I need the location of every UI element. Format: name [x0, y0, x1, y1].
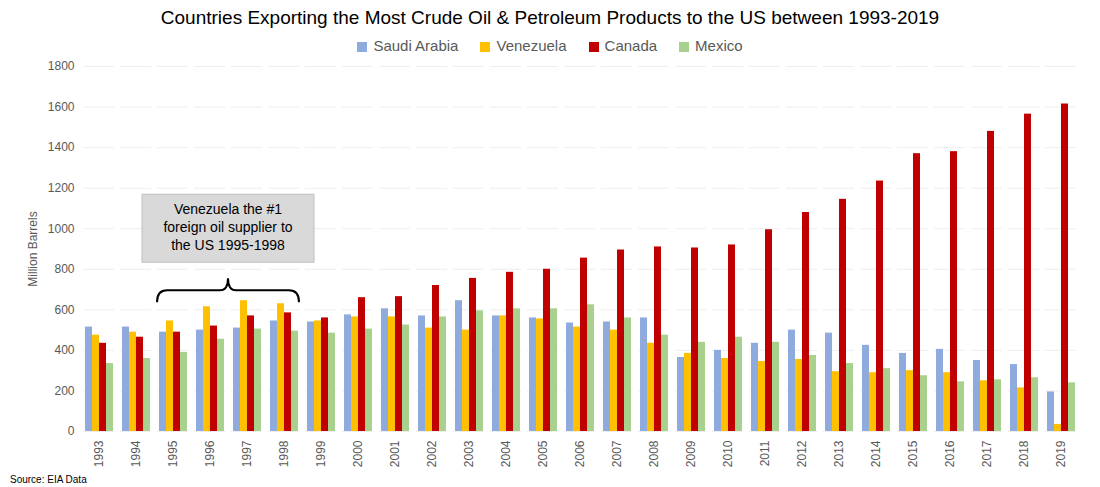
svg-text:2004: 2004 — [499, 440, 513, 467]
svg-text:1600: 1600 — [48, 100, 75, 114]
html-text:Canada: Canada — [604, 36, 658, 54]
svg-text:1400: 1400 — [48, 140, 75, 154]
svg-text:1996: 1996 — [203, 440, 217, 467]
html-text:Venezuela: Venezuela — [496, 36, 567, 54]
svg-text:200: 200 — [54, 384, 74, 398]
svg-text:2009: 2009 — [684, 440, 698, 467]
html-text:Mexico: Mexico — [695, 36, 743, 54]
svg-text:2015: 2015 — [906, 440, 920, 467]
svg-text:400: 400 — [54, 343, 74, 357]
svg-text:2014: 2014 — [869, 440, 883, 467]
svg-text:2010: 2010 — [721, 440, 735, 467]
svg-text:800: 800 — [54, 262, 74, 276]
html-text:Source: EIA Data: Source: EIA Data — [10, 474, 87, 485]
svg-text:2016: 2016 — [943, 440, 957, 467]
svg-text:600: 600 — [54, 303, 74, 317]
svg-text:2018: 2018 — [1017, 440, 1031, 467]
svg-text:2002: 2002 — [425, 440, 439, 467]
svg-text:2003: 2003 — [462, 440, 476, 467]
svg-text:2019: 2019 — [1054, 440, 1068, 467]
svg-text:1993: 1993 — [92, 440, 106, 467]
svg-text:2007: 2007 — [610, 440, 624, 467]
svg-text:2005: 2005 — [536, 440, 550, 467]
html-text:Countries Exporting the Most C: Countries Exporting the Most Crude Oil &… — [160, 7, 940, 28]
svg-text:2017: 2017 — [980, 440, 994, 467]
svg-text:1995: 1995 — [166, 440, 180, 467]
svg-text:1200: 1200 — [48, 181, 75, 195]
svg-text:1994: 1994 — [129, 440, 143, 467]
svg-text:1999: 1999 — [314, 440, 328, 467]
svg-text:2006: 2006 — [573, 440, 587, 467]
svg-text:2012: 2012 — [795, 440, 809, 467]
html-text:Saudi Arabia: Saudi Arabia — [373, 36, 459, 54]
svg-text:1998: 1998 — [277, 440, 291, 467]
svg-text:2008: 2008 — [647, 440, 661, 467]
svg-text:1800: 1800 — [48, 59, 75, 73]
svg-text:1997: 1997 — [240, 440, 254, 467]
svg-text:2011: 2011 — [758, 440, 772, 466]
svg-text:2001: 2001 — [388, 440, 402, 467]
svg-text:Venezuela the #1foreign oil su: Venezuela the #1foreign oil supplier tot… — [163, 201, 292, 253]
svg-text:0: 0 — [68, 424, 75, 438]
svg-text:Million Barrels: Million Barrels — [26, 211, 40, 286]
svg-text:2013: 2013 — [832, 440, 846, 467]
svg-text:2000: 2000 — [351, 440, 365, 467]
svg-text:1000: 1000 — [48, 222, 75, 236]
